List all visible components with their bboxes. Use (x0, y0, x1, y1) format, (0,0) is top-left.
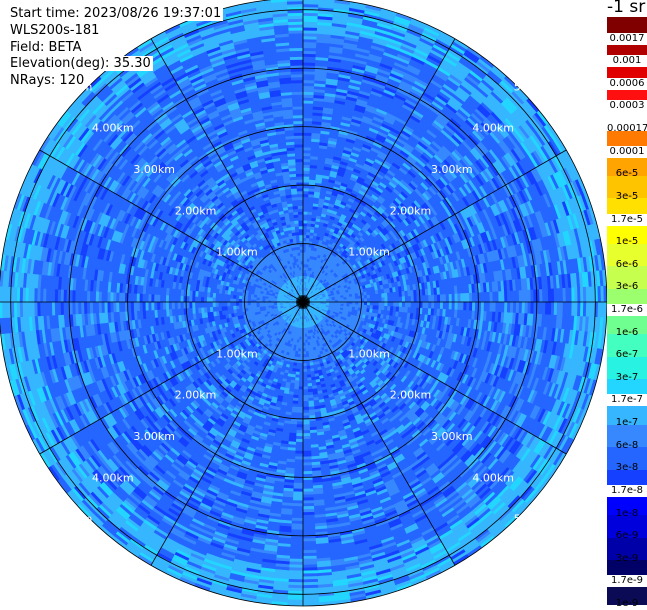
range-gate-cell (391, 297, 394, 302)
range-gate-cell (493, 302, 496, 312)
range-gate-cell (405, 297, 408, 303)
range-gate-cell (388, 297, 391, 302)
range-gate-cell (446, 302, 449, 310)
range-gate-cell (379, 298, 382, 302)
range-gate-cell (405, 302, 408, 308)
range-gate-cell (370, 302, 373, 306)
range-gate-cell (402, 297, 405, 302)
range-gate-cell (303, 226, 307, 229)
range-gate-cell (493, 292, 496, 302)
range-gate-cell (303, 229, 307, 232)
range-gate-cell (303, 197, 309, 200)
range-gate-cell (364, 299, 367, 302)
range-gate-cell (303, 232, 307, 235)
range-gate-cell (507, 302, 510, 313)
range-gate-cell (303, 138, 312, 141)
range-gate-cell (394, 302, 397, 307)
range-gate-cell (376, 298, 379, 302)
range-gate-cell (303, 156, 311, 159)
range-gate-cell (303, 214, 308, 217)
range-gate-cell (364, 302, 367, 305)
range-gate-cell (303, 200, 308, 203)
range-gate-cell (402, 302, 405, 307)
range-gate-cell (431, 302, 434, 309)
range-gate-cell (303, 247, 306, 250)
range-gate-cell (388, 302, 391, 307)
range-gate-cell (464, 293, 467, 302)
range-gate-cell (385, 298, 388, 302)
range-gate-cell (385, 302, 388, 306)
range-gate-cell (303, 171, 310, 174)
range-gate-cell (382, 298, 385, 302)
range-gate-cell (303, 223, 307, 226)
range-gate-cell (373, 298, 376, 302)
range-gate-cell (367, 299, 370, 303)
range-gate-cell (303, 109, 313, 112)
range-gate-cell (431, 295, 434, 302)
range-gate-cell (303, 0, 319, 1)
range-gate-cell (373, 302, 376, 306)
range-gate-cell (303, 220, 307, 223)
range-gate-cell (464, 302, 467, 311)
range-gate-cell (356, 299, 359, 302)
range-gate-cell (303, 238, 306, 241)
range-gate-cell (303, 209, 308, 212)
range-gate-cell (391, 302, 394, 307)
range-gate-cell (303, 235, 307, 238)
range-gate-cell (356, 302, 359, 305)
range-gate-cell (446, 294, 449, 302)
range-gate-cell (367, 302, 370, 306)
range-gate-cell (507, 291, 510, 302)
range-gate-cell (394, 297, 397, 302)
range-gate-cell (353, 299, 356, 302)
range-gate-cell (376, 302, 379, 306)
range-gate-cell (303, 211, 308, 214)
range-gate-cell (379, 302, 382, 306)
range-gate-cell (303, 95, 314, 98)
range-gate-cell (303, 217, 307, 220)
range-gate-cell (364, 295, 367, 299)
range-gate-cell (382, 302, 385, 306)
range-gate-cell (370, 298, 373, 302)
